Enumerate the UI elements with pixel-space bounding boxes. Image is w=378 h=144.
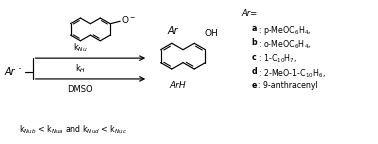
Text: : o-MeOC$_6$H$_4$,: : o-MeOC$_6$H$_4$, (258, 38, 311, 51)
Text: ·: · (18, 64, 22, 76)
Text: d: d (252, 67, 257, 76)
Text: : p-MeOC$_6$H$_4$,: : p-MeOC$_6$H$_4$, (258, 24, 311, 37)
Text: ArH: ArH (170, 81, 186, 90)
Text: c: c (252, 53, 257, 62)
Text: e: e (252, 81, 257, 90)
Text: : 9-anthracenyl: : 9-anthracenyl (258, 81, 318, 90)
Text: Ar: Ar (5, 67, 15, 77)
Text: DMSO: DMSO (68, 85, 93, 94)
Text: Ar=: Ar= (242, 9, 258, 18)
Text: k$_{H}$: k$_{H}$ (75, 62, 86, 75)
Text: : 2-MeO-1-C$_{10}$H$_6$,: : 2-MeO-1-C$_{10}$H$_6$, (258, 67, 325, 79)
Text: k$_{Nub}$ < k$_{Nua}$ and k$_{Nud}$ < k$_{Nuc}$: k$_{Nub}$ < k$_{Nua}$ and k$_{Nud}$ < k$… (19, 123, 127, 136)
Text: OH: OH (204, 29, 218, 38)
Text: : 1-C$_{10}$H$_7$,: : 1-C$_{10}$H$_7$, (258, 53, 297, 65)
Text: O$^-$: O$^-$ (121, 14, 136, 25)
Text: k$_{Nu}$: k$_{Nu}$ (73, 42, 88, 54)
Text: b: b (252, 38, 257, 47)
Text: Ar: Ar (167, 26, 178, 36)
Text: a: a (252, 24, 257, 33)
